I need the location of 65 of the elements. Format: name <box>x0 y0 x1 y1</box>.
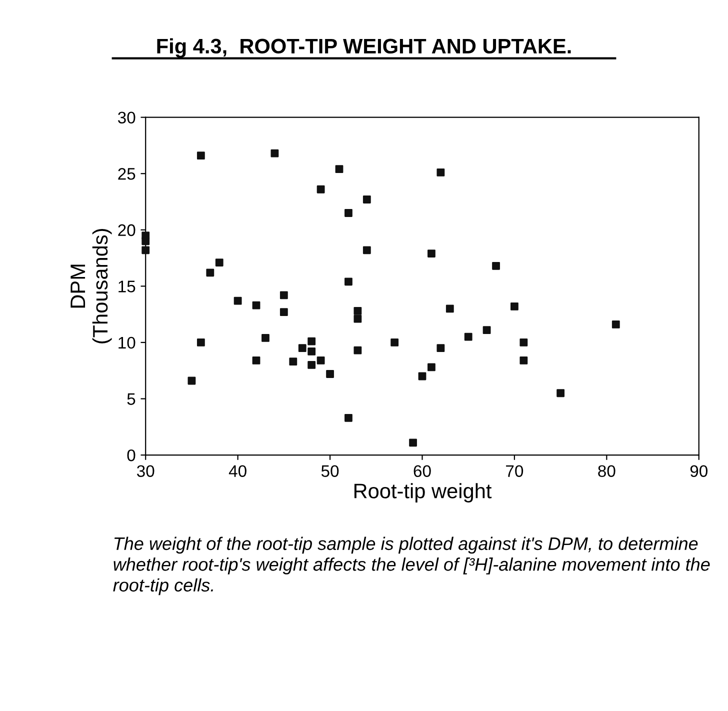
point <box>335 165 344 174</box>
point <box>418 372 426 380</box>
point <box>436 168 445 176</box>
point <box>428 250 436 258</box>
point <box>188 376 196 385</box>
point <box>362 246 371 254</box>
point <box>270 149 279 158</box>
x-tick-label: 40 <box>228 465 246 478</box>
point <box>215 258 224 266</box>
point <box>142 246 150 254</box>
point <box>354 346 362 354</box>
point <box>409 438 417 447</box>
text: The weight of the root-tip sample is plotted against it's DPM, to determine whether root-tip's weight affects the level of [³H]-alanine movement into the root-tip cells. <box>113 536 710 596</box>
y-tick-label: 30 <box>118 112 136 124</box>
point <box>206 268 214 277</box>
point <box>556 389 565 398</box>
chart-title: Fig 4.3, ROOT-TIP WEIGHT AND UPTAKE. <box>157 38 571 58</box>
point <box>308 348 316 356</box>
x-tick-label: 90 <box>690 465 708 478</box>
point <box>308 337 316 346</box>
point <box>289 358 298 366</box>
point <box>520 338 528 346</box>
x-axis-title: Root-tip weight <box>354 483 492 502</box>
y-tick-label: 20 <box>118 224 136 236</box>
point <box>428 363 436 372</box>
point <box>280 308 288 316</box>
point <box>262 334 270 342</box>
point <box>142 237 150 246</box>
point <box>308 361 316 369</box>
point <box>344 278 352 286</box>
point <box>390 338 399 346</box>
point <box>316 185 325 194</box>
point <box>252 301 260 310</box>
point <box>612 320 620 328</box>
point <box>298 344 306 352</box>
point <box>316 356 325 364</box>
point <box>464 332 472 341</box>
y-tick-label: 15 <box>118 280 136 292</box>
point <box>196 338 205 346</box>
point <box>326 370 334 378</box>
point <box>344 209 352 217</box>
y-tick-label: 5 <box>127 393 136 405</box>
point <box>510 302 518 310</box>
point <box>280 291 288 300</box>
point <box>354 306 362 315</box>
point <box>234 296 242 305</box>
y-tick-label: 0 <box>127 449 136 462</box>
y-tick-label: 10 <box>118 336 136 349</box>
point <box>196 152 205 160</box>
x-tick-label: 30 <box>136 465 154 478</box>
x-tick-label: 60 <box>414 465 431 478</box>
x-tick-label: 50 <box>321 465 339 478</box>
x-tick-label: 70 <box>506 465 524 478</box>
y-axis-title: DPM (Thousands) <box>70 228 112 344</box>
point <box>354 314 362 323</box>
point <box>362 196 371 204</box>
point <box>344 414 352 422</box>
point <box>252 356 260 364</box>
point <box>482 326 491 334</box>
point <box>436 344 445 352</box>
point <box>446 304 454 313</box>
x-tick-label: 80 <box>598 465 616 478</box>
point <box>492 262 500 270</box>
y-tick-label: 25 <box>118 168 136 180</box>
point <box>520 356 528 364</box>
